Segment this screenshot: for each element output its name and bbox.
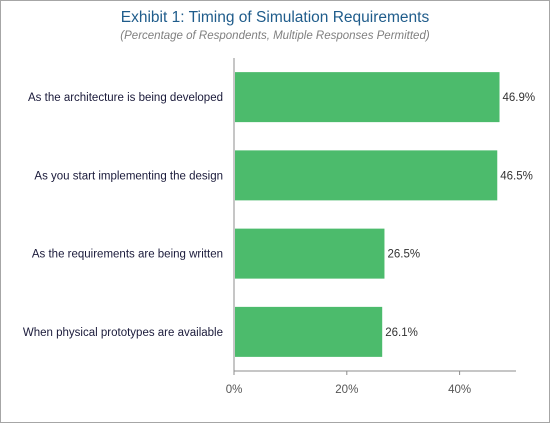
category-label: As the requirements are being written	[32, 249, 223, 261]
chart-subtitle: (Percentage of Respondents, Multiple Res…	[120, 30, 430, 42]
data-label: 26.5%	[387, 249, 420, 261]
bar	[235, 150, 498, 201]
data-label: 46.5%	[500, 170, 533, 182]
bar	[235, 72, 500, 123]
category-label: As the architecture is being developed	[28, 92, 223, 104]
bar	[235, 228, 385, 279]
bar	[235, 306, 383, 357]
data-label: 46.9%	[503, 92, 536, 104]
data-label: 26.1%	[385, 327, 418, 339]
x-tick-label: 40%	[448, 384, 471, 396]
x-tick-label: 20%	[335, 384, 358, 396]
chart-title: Exhibit 1: Timing of Simulation Requirem…	[120, 9, 430, 26]
category-label: As you start implementing the design	[34, 170, 223, 182]
category-label: When physical prototypes are available	[23, 327, 223, 339]
x-tick-label: 0%	[226, 384, 243, 396]
